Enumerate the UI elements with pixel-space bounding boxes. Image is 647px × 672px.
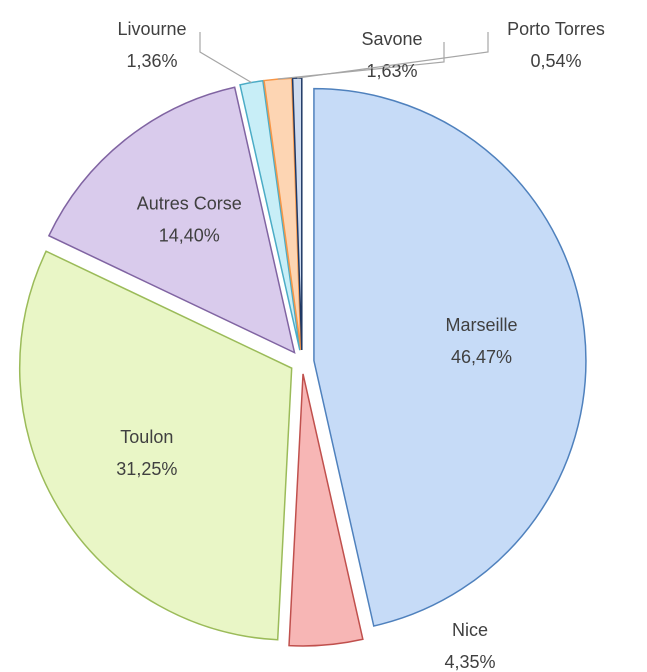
slice-label: Savone — [361, 29, 422, 49]
slice-label: Toulon — [120, 427, 173, 447]
slice-label: Marseille — [446, 315, 518, 335]
value-label: 1,63% — [366, 61, 417, 81]
value-label: 14,40% — [159, 226, 220, 246]
value-label: 4,35% — [444, 652, 495, 672]
slices — [18, 77, 587, 647]
value-label: 31,25% — [116, 459, 177, 479]
pie-slice — [18, 250, 293, 641]
pie-slice — [239, 79, 301, 351]
pie-slice — [288, 373, 364, 647]
slice-label: Livourne — [117, 19, 186, 39]
value-label: 46,47% — [451, 347, 512, 367]
labels: Marseille 46,47% Nice 4,35% Toulon 31,25% Autr… — [116, 19, 605, 672]
slice-label: Autres Corse — [137, 194, 242, 214]
value-label: 1,36% — [126, 51, 177, 71]
leader-line — [199, 32, 252, 84]
value-label: 0,54% — [530, 51, 581, 71]
slice-label: Porto Torres — [507, 19, 605, 39]
pie-slice — [313, 87, 587, 627]
pie-slice — [47, 86, 296, 354]
leader-line — [297, 32, 489, 79]
slice-label: Nice — [452, 620, 488, 640]
